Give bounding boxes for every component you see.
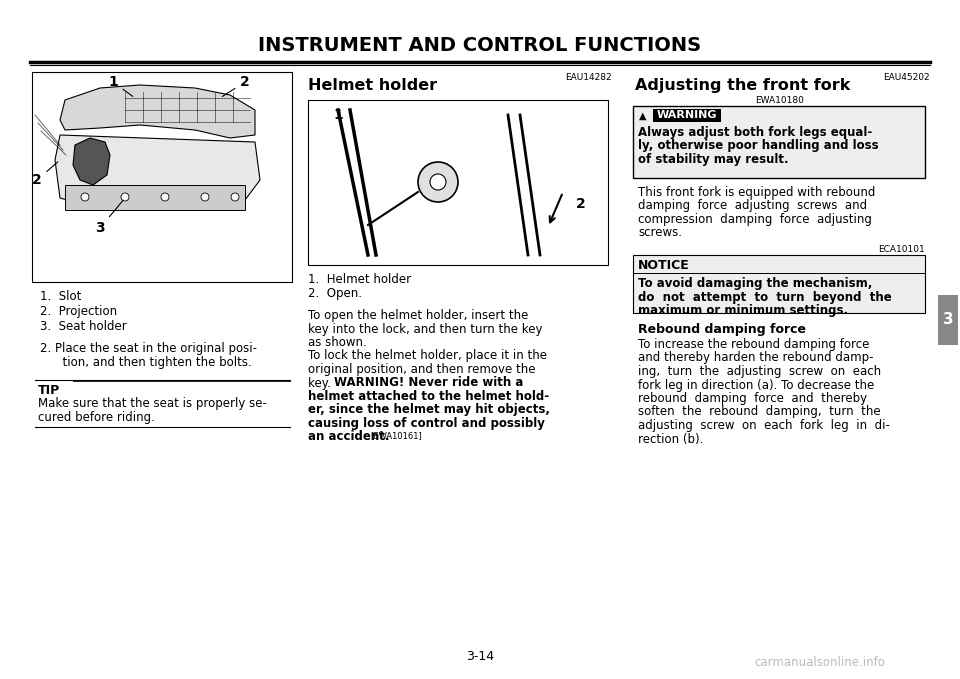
Text: 1.  Helmet holder: 1. Helmet holder bbox=[308, 273, 411, 286]
Text: rebound  damping  force  and  thereby: rebound damping force and thereby bbox=[638, 392, 867, 405]
Text: do  not  attempt  to  turn  beyond  the: do not attempt to turn beyond the bbox=[638, 291, 892, 304]
Text: WARNING! Never ride with a: WARNING! Never ride with a bbox=[334, 376, 523, 390]
Text: cured before riding.: cured before riding. bbox=[38, 411, 155, 424]
Text: tion, and then tighten the bolts.: tion, and then tighten the bolts. bbox=[40, 356, 252, 369]
Text: INSTRUMENT AND CONTROL FUNCTIONS: INSTRUMENT AND CONTROL FUNCTIONS bbox=[258, 36, 702, 55]
Text: compression  damping  force  adjusting: compression damping force adjusting bbox=[638, 213, 872, 226]
Text: 3.  Seat holder: 3. Seat holder bbox=[40, 320, 127, 333]
Text: screws.: screws. bbox=[638, 227, 682, 240]
Text: TIP: TIP bbox=[38, 384, 60, 397]
Text: soften  the  rebound  damping,  turn  the: soften the rebound damping, turn the bbox=[638, 405, 880, 418]
Bar bbox=[653, 109, 721, 122]
Text: and thereby harden the rebound damp-: and thereby harden the rebound damp- bbox=[638, 352, 874, 365]
Text: of stability may result.: of stability may result. bbox=[638, 153, 788, 166]
Text: original position, and then remove the: original position, and then remove the bbox=[308, 363, 536, 376]
Bar bbox=[633, 106, 925, 178]
Text: To increase the rebound damping force: To increase the rebound damping force bbox=[638, 338, 870, 351]
Text: er, since the helmet may hit objects,: er, since the helmet may hit objects, bbox=[308, 403, 550, 416]
Text: ECA10101: ECA10101 bbox=[878, 245, 925, 254]
Circle shape bbox=[161, 193, 169, 201]
Circle shape bbox=[231, 193, 239, 201]
Text: helmet attached to the helmet hold-: helmet attached to the helmet hold- bbox=[308, 390, 549, 403]
Text: key.: key. bbox=[308, 376, 338, 390]
Text: Adjusting the front fork: Adjusting the front fork bbox=[635, 78, 851, 93]
Polygon shape bbox=[60, 85, 255, 138]
Text: Make sure that the seat is properly se-: Make sure that the seat is properly se- bbox=[38, 397, 267, 410]
Text: EWA10180: EWA10180 bbox=[756, 96, 804, 105]
Text: To open the helmet holder, insert the: To open the helmet holder, insert the bbox=[308, 309, 528, 322]
Text: ly, otherwise poor handling and loss: ly, otherwise poor handling and loss bbox=[638, 139, 878, 153]
Circle shape bbox=[418, 162, 458, 202]
Text: Rebound damping force: Rebound damping force bbox=[638, 323, 806, 336]
Text: 3: 3 bbox=[95, 200, 123, 235]
Circle shape bbox=[81, 193, 89, 201]
Bar bbox=[32, 72, 292, 282]
Text: 2.  Open.: 2. Open. bbox=[308, 287, 362, 300]
Text: rection (b).: rection (b). bbox=[638, 433, 704, 445]
Circle shape bbox=[201, 193, 209, 201]
Text: maximum or minimum settings.: maximum or minimum settings. bbox=[638, 304, 848, 317]
Text: WARNING: WARNING bbox=[657, 110, 717, 120]
Text: 2.  Projection: 2. Projection bbox=[40, 305, 117, 318]
Bar bbox=[938, 295, 958, 345]
Text: causing loss of control and possibly: causing loss of control and possibly bbox=[308, 417, 545, 430]
Text: 3: 3 bbox=[943, 312, 953, 327]
Circle shape bbox=[430, 174, 446, 190]
Text: To avoid damaging the mechanism,: To avoid damaging the mechanism, bbox=[638, 277, 873, 290]
Text: damping  force  adjusting  screws  and: damping force adjusting screws and bbox=[638, 200, 867, 213]
Text: carmanualsonline.info: carmanualsonline.info bbox=[755, 657, 885, 669]
Text: Helmet holder: Helmet holder bbox=[308, 78, 437, 93]
Bar bbox=[308, 100, 608, 265]
Text: an accident.: an accident. bbox=[308, 430, 390, 443]
Text: To lock the helmet holder, place it in the: To lock the helmet holder, place it in t… bbox=[308, 350, 547, 363]
Polygon shape bbox=[55, 135, 260, 210]
Text: EAU45202: EAU45202 bbox=[883, 73, 930, 82]
Text: 2: 2 bbox=[576, 197, 586, 211]
Text: 3-14: 3-14 bbox=[466, 650, 494, 663]
Text: 1: 1 bbox=[333, 108, 343, 122]
Text: 2: 2 bbox=[223, 75, 250, 96]
Text: 2: 2 bbox=[32, 162, 58, 187]
Text: [EWA10161]: [EWA10161] bbox=[370, 431, 421, 441]
Text: This front fork is equipped with rebound: This front fork is equipped with rebound bbox=[638, 186, 876, 199]
Text: as shown.: as shown. bbox=[308, 336, 367, 349]
Bar bbox=[633, 255, 925, 313]
Text: key into the lock, and then turn the key: key into the lock, and then turn the key bbox=[308, 323, 542, 335]
Text: NOTICE: NOTICE bbox=[638, 259, 689, 272]
Text: 1.  Slot: 1. Slot bbox=[40, 290, 82, 303]
Bar bbox=[65, 185, 245, 210]
Text: ▲: ▲ bbox=[639, 111, 646, 121]
Text: adjusting  screw  on  each  fork  leg  in  di-: adjusting screw on each fork leg in di- bbox=[638, 419, 890, 432]
Text: EAU14282: EAU14282 bbox=[565, 73, 612, 82]
Polygon shape bbox=[73, 138, 110, 185]
Text: ing,  turn  the  adjusting  screw  on  each: ing, turn the adjusting screw on each bbox=[638, 365, 881, 378]
Text: Always adjust both fork legs equal-: Always adjust both fork legs equal- bbox=[638, 126, 873, 139]
Text: 2. Place the seat in the original posi-: 2. Place the seat in the original posi- bbox=[40, 342, 257, 355]
Text: 1: 1 bbox=[108, 75, 132, 96]
Circle shape bbox=[121, 193, 129, 201]
Text: fork leg in direction (a). To decrease the: fork leg in direction (a). To decrease t… bbox=[638, 378, 875, 392]
